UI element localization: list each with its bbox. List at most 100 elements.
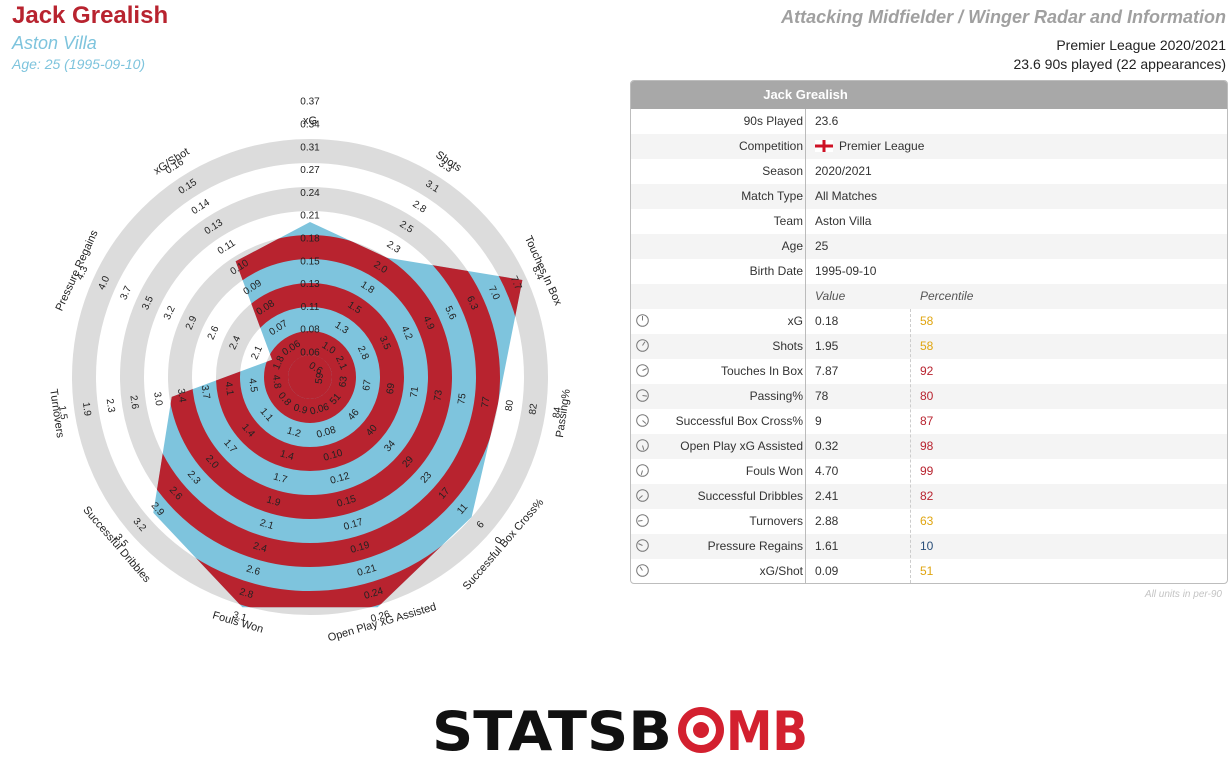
stat-percentile: 92 [920,364,934,378]
info-row: Competition Premier League [631,134,1227,159]
tick-label: 2.6 [245,564,262,579]
tick-label: 3.4 [175,388,188,404]
tick-label: 1.2 [285,425,302,440]
radar-band [153,222,500,567]
units-footnote: All units in per-90 [1144,589,1222,600]
tick-label: 4.3 [75,264,91,282]
stat-row: Open Play xG Assisted 0.32 98 [631,434,1227,459]
radar-band [216,283,404,471]
info-label: Age [781,239,803,253]
stat-row: Turnovers 2.88 63 [631,509,1227,534]
tick-label: 2.8 [355,344,371,362]
stat-percentile: 51 [920,564,934,578]
tick-label: 6 [475,519,487,531]
logo-text-black: STATSB [432,700,672,760]
stat-percentile: 99 [920,464,934,478]
tick-label: 4.2 [399,324,415,342]
tick-label: 84 [551,406,564,419]
stat-value: 9 [815,414,822,428]
tick-label: 75 [456,392,469,405]
stat-percentile: 80 [920,389,934,403]
tick-label: 7.0 [486,284,502,302]
tick-label: 2.4 [252,541,269,556]
tick-label: 1.8 [271,354,287,372]
stat-dial-icon [636,364,649,377]
tick-label: 4.1 [222,381,235,397]
league-season: Premier League 2020/2021 [1056,37,1226,53]
tick-label: 5.6 [442,304,458,322]
stat-value: 0.18 [815,314,839,328]
tick-label: 2.4 [228,334,244,352]
stat-row: Pressure Regains 1.61 10 [631,534,1227,559]
panel-header: Jack Grealish [631,81,1227,109]
tick-label: 8.4 [530,264,546,282]
tick-label: 0.17 [343,517,365,533]
tick-label: 3.1 [231,610,248,625]
tick-label: 0.37 [300,97,320,108]
tick-label: 4.9 [420,314,436,332]
tick-label: 0.18 [300,234,320,245]
tick-label: 1.4 [279,448,296,463]
radar-band [153,222,523,608]
tick-label: 69 [385,382,398,395]
info-value: 2020/2021 [815,164,872,178]
stat-label: xG/Shot [759,564,803,578]
tick-label: 0.27 [300,165,320,176]
tick-label: 0.24 [300,188,320,199]
tick-label: 71 [409,385,422,398]
tick-label: 2.1 [333,354,349,372]
stat-value: 2.88 [815,514,839,528]
info-value: 1995-09-10 [815,264,877,278]
axis-label: Turnovers [47,388,66,439]
radar-center [288,355,332,399]
stat-dial-icon [636,464,649,477]
tick-label: 0.08 [315,425,337,441]
info-panel: Jack Grealish 90s Played 23.6 Competition P… [630,80,1228,584]
tick-label: 3.0 [151,391,164,407]
info-row: Age 25 [631,234,1227,259]
tick-label: 0.21 [356,563,378,579]
column-divider [805,109,806,583]
percentile-header: Percentile [920,289,974,303]
stat-value: 4.70 [815,464,839,478]
stat-percentile: 82 [920,489,934,503]
tick-label: 2.1 [249,344,265,362]
radar-chart: 0.06 0.08 0.11 0.13 0.15 0.18 0.21 0.24 0.27 0.31… [47,97,573,645]
logo-text-red: MB [726,700,808,760]
tick-label: 0.06 [309,401,331,417]
england-flag-icon [815,140,833,152]
tick-label: 0.15 [336,494,358,510]
tick-label: 2.8 [238,587,255,602]
stat-row: Successful Box Cross% 9 87 [631,409,1227,434]
tick-label: 2.6 [127,395,140,411]
stat-label: Successful Dribbles [697,489,803,503]
tick-label: 7.7 [508,274,524,292]
player-age: Age: 25 (1995-09-10) [12,56,146,72]
tick-label: 4.0 [97,274,113,292]
tick-label: 0.12 [329,471,351,487]
tick-label: 0 [493,535,505,547]
stat-label: Open Play xG Assisted [680,439,803,453]
stat-label: Touches In Box [720,364,803,378]
tick-label: 0.08 [300,325,320,336]
info-label: Match Type [741,189,803,203]
team-name: Aston Villa [12,33,97,53]
stat-value: 2.41 [815,489,839,503]
info-value: All Matches [815,189,878,203]
tick-label: 3.5 [377,334,393,352]
tick-label: 80 [504,399,517,412]
info-row: 90s Played 23.6 [631,109,1227,134]
stat-dial-icon [636,414,649,427]
tick-label: 0.11 [301,302,320,313]
tick-label: 1.9 [80,402,93,418]
radar-red-bands [153,222,523,608]
tick-label: 3.5 [140,294,156,312]
tick-label: 67 [361,379,374,392]
stat-dial-icon [636,314,649,327]
info-rows: 90s Played 23.6 Competition Premier League S… [631,109,1227,583]
stat-value: 1.95 [815,339,839,353]
tick-label: 0.9 [292,402,309,417]
stat-value: 78 [815,389,829,403]
info-row: Match Type All Matches [631,184,1227,209]
tick-label: 0.11 [216,237,238,257]
